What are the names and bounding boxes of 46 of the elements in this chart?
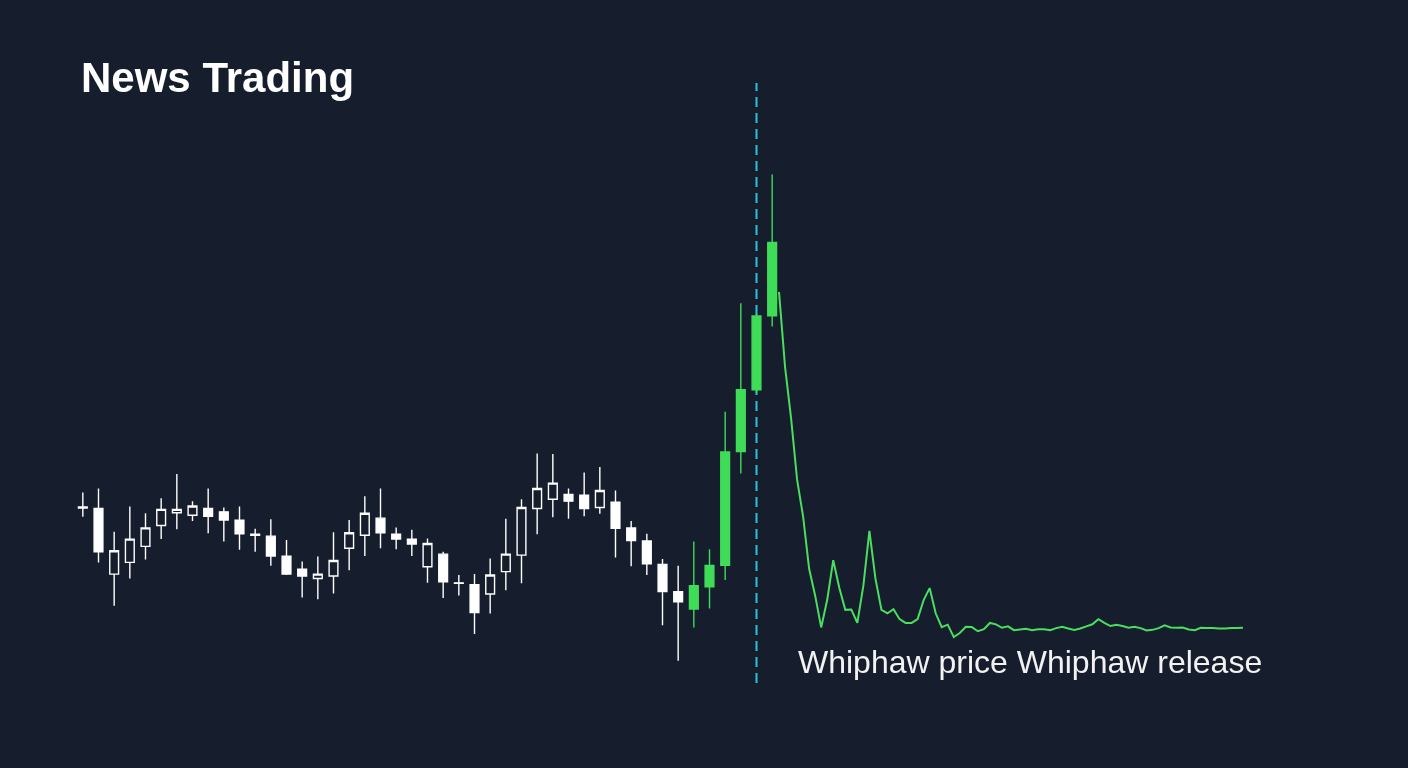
candlestick [532, 452, 543, 535]
candlestick [109, 531, 120, 607]
chart-title: News Trading [81, 54, 355, 102]
candlestick [626, 520, 637, 568]
candlestick [751, 313, 762, 394]
candlestick [312, 555, 323, 601]
candlestick [641, 533, 652, 576]
candlestick [297, 560, 308, 599]
candlestick [485, 557, 496, 615]
candlestick [187, 500, 198, 522]
candlestick [594, 466, 605, 515]
candlestick [344, 519, 355, 571]
candlestick [422, 537, 433, 584]
candlestick [281, 539, 292, 576]
candlestick [234, 505, 245, 551]
candlestick [610, 489, 621, 559]
candlestick [438, 551, 449, 599]
candlestick [563, 487, 574, 520]
candlestick [250, 528, 261, 553]
candlestick [359, 495, 370, 557]
candlestick [547, 453, 558, 518]
candlestick [688, 540, 699, 629]
candlestick [500, 517, 511, 591]
candlestick [328, 531, 339, 595]
candlestick [77, 491, 88, 518]
candlestick [453, 574, 464, 597]
candlestick [375, 487, 386, 550]
candlestick [140, 512, 151, 561]
candlestick [469, 573, 480, 635]
candlestick [657, 558, 668, 626]
candlestick [391, 526, 402, 550]
candlestick [171, 473, 182, 531]
candlestick [406, 529, 417, 557]
candlestick [704, 548, 715, 610]
candlestick [265, 518, 276, 567]
candlestick [579, 471, 590, 517]
candlestick [124, 505, 135, 580]
candlestick [156, 497, 167, 540]
candlestick [218, 506, 229, 543]
candlestick [735, 302, 746, 475]
candlestick [673, 565, 684, 662]
text: Whiphaw price Whiphaw release [798, 644, 1263, 680]
candlestick [203, 487, 214, 534]
candlestick [516, 498, 527, 585]
candlestick [93, 487, 104, 564]
candlestick [720, 410, 731, 581]
